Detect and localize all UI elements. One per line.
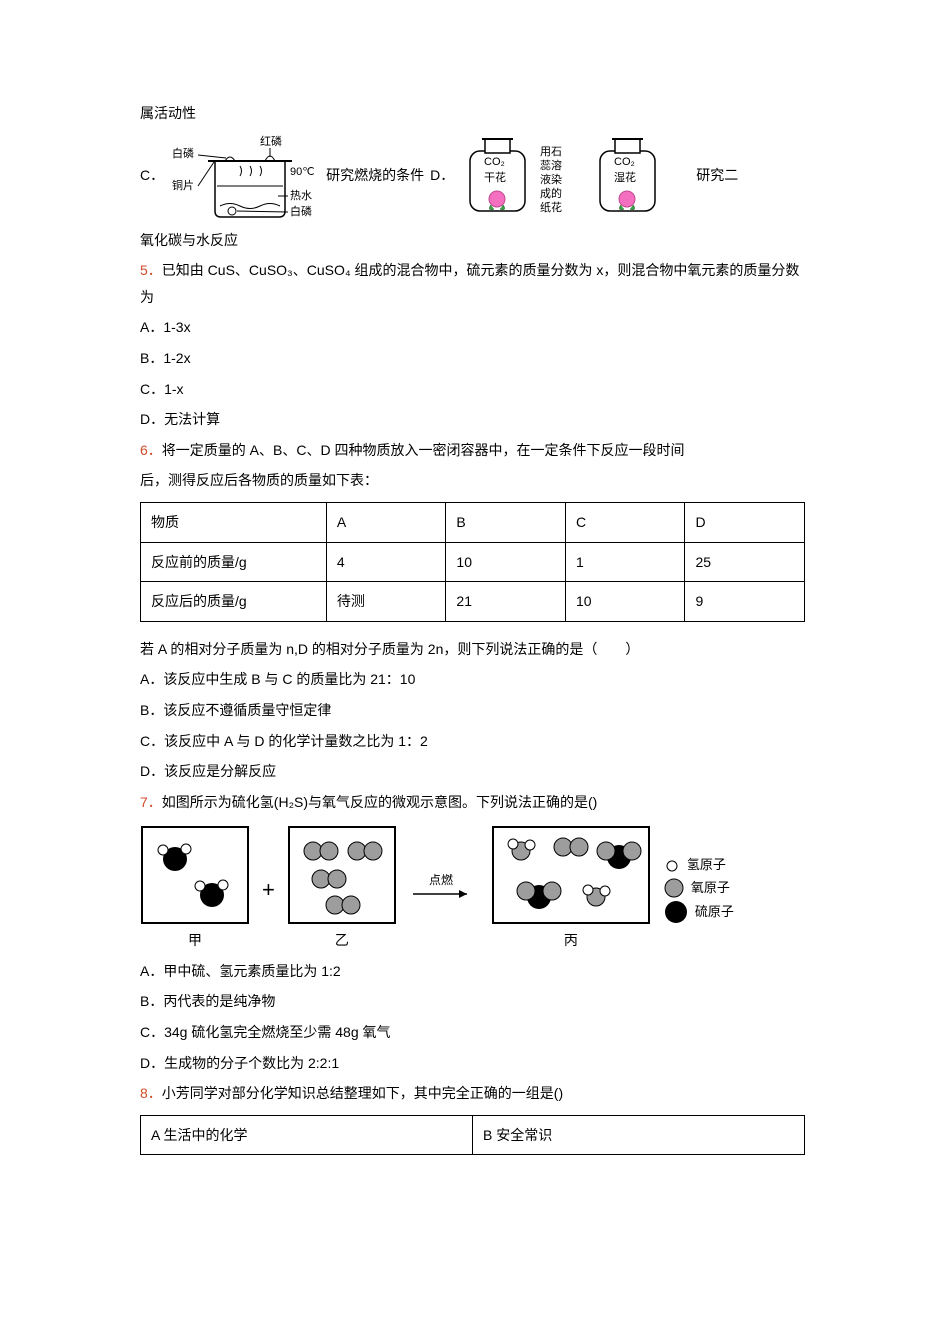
q6-h2: B — [446, 502, 566, 542]
cap-jia: 甲 — [140, 927, 250, 954]
table-row: A 生活中的化学 B 安全常识 — [141, 1115, 805, 1155]
q6-C: C．该反应中 A 与 D 的化学计量数之比为 1：2 — [140, 728, 805, 755]
q5-num: 5． — [140, 262, 162, 278]
q8-num: 8． — [140, 1085, 162, 1101]
table-row: 物质 A B C D — [141, 502, 805, 542]
q6-table: 物质 A B C D 反应前的质量/g 4 10 1 25 反应后的质量/g 待… — [140, 502, 805, 622]
svg-text:蕊溶: 蕊溶 — [540, 158, 562, 172]
q7-yi: 乙 — [287, 825, 397, 954]
q8-cell-B: B 安全常识 — [473, 1115, 805, 1155]
q5-stem: 5．已知由 CuS、CuSO₃、CuSO₄ 组成的混合物中，硫元素的质量分数为 … — [140, 257, 805, 310]
arrow: 点燃 — [409, 870, 479, 910]
q5-text: 已知由 CuS、CuSO₃、CuSO₄ 组成的混合物中，硫元素的质量分数为 x，… — [140, 262, 799, 305]
q6-r1c2: 21 — [446, 582, 566, 622]
q8-table: A 生活中的化学 B 安全常识 — [140, 1115, 805, 1156]
q8-text: 小芳同学对部分化学知识总结整理如下，其中完全正确的一组是() — [162, 1085, 563, 1101]
q5-D: D．无法计算 — [140, 406, 805, 433]
legend-S: 硫原子 — [663, 899, 734, 925]
svg-text:白磷: 白磷 — [290, 204, 312, 218]
q7-A: A．甲中硫、氢元素质量比为 1:2 — [140, 958, 805, 985]
q6-B: B．该反应不遵循质量守恒定律 — [140, 697, 805, 724]
q5-A: A．1-3x — [140, 314, 805, 341]
legend-O-label: 氧原子 — [691, 877, 730, 899]
plus-sign: + — [262, 869, 275, 911]
q5-B: B．1-2x — [140, 345, 805, 372]
q8-stem: 8．小芳同学对部分化学知识总结整理如下，其中完全正确的一组是() — [140, 1080, 805, 1107]
fig-d: CO₂ 干花 用石 蕊溶 液染 成的 纸花 — [460, 131, 690, 221]
optD-caption-b: 氧化碳与水反应 — [140, 227, 805, 254]
q6-h1: A — [326, 502, 446, 542]
q6-intro1: 将一定质量的 A、B、C、D 四种物质放入一密闭容器中，在一定条件下反应一段时间 — [162, 442, 685, 458]
q7-num: 7． — [140, 794, 162, 810]
q6-r0c0: 反应前的质量/g — [141, 542, 327, 582]
svg-text:纸花: 纸花 — [540, 201, 562, 214]
frag-top: 属活动性 — [140, 100, 805, 127]
optD-label: D． — [430, 162, 454, 189]
q6-r0c2: 10 — [446, 542, 566, 582]
q6-r1c0: 反应后的质量/g — [141, 582, 327, 622]
q7-D: D．生成物的分子个数比为 2:2:1 — [140, 1050, 805, 1077]
q6-h0: 物质 — [141, 502, 327, 542]
svg-text:90℃: 90℃ — [290, 166, 315, 178]
svg-text:用石: 用石 — [540, 146, 562, 158]
q6-stem1: 6．将一定质量的 A、B、C、D 四种物质放入一密闭容器中，在一定条件下反应一段… — [140, 437, 805, 464]
legend-S-label: 硫原子 — [695, 901, 734, 923]
arrow-label: 点燃 — [429, 872, 453, 887]
q8-cell-A: A 生活中的化学 — [141, 1115, 473, 1155]
q6-r0c3: 1 — [565, 542, 685, 582]
legend-O: 氧原子 — [663, 877, 734, 899]
q6-r1c1: 待测 — [326, 582, 446, 622]
q6-after: 若 A 的相对分子质量为 n,D 的相对分子质量为 2n，则下列说法正确的是（ … — [140, 636, 805, 663]
q6-h3: C — [565, 502, 685, 542]
q6-r0c1: 4 — [326, 542, 446, 582]
q6-A: A．该反应中生成 B 与 C 的质量比为 21：10 — [140, 666, 805, 693]
svg-text:干花: 干花 — [484, 171, 506, 184]
svg-text:热水: 热水 — [290, 189, 312, 202]
optC-caption: 研究燃烧的条件 — [326, 162, 424, 189]
cap-yi: 乙 — [287, 927, 397, 954]
q7-C: C．34g 硫化氢完全燃烧至少需 48g 氧气 — [140, 1019, 805, 1046]
q7-text: 如图所示为硫化氢(H₂S)与氧气反应的微观示意图。下列说法正确的是() — [162, 794, 598, 810]
legend-H: 氢原子 — [663, 854, 734, 876]
q6-r1c3: 10 — [565, 582, 685, 622]
optD-caption-a: 研究二 — [696, 162, 738, 189]
svg-text:红磷: 红磷 — [260, 135, 282, 148]
q7-bing: 丙 — [491, 825, 651, 954]
q7-B: B．丙代表的是纯净物 — [140, 988, 805, 1015]
svg-text:液染: 液染 — [540, 172, 562, 186]
q6-num: 6． — [140, 442, 162, 458]
q6-r1c4: 9 — [685, 582, 805, 622]
cap-bing: 丙 — [491, 927, 651, 954]
q7-stem: 7．如图所示为硫化氢(H₂S)与氧气反应的微观示意图。下列说法正确的是() — [140, 789, 805, 816]
svg-text:CO₂: CO₂ — [484, 156, 505, 168]
q7-diagram: 甲 + 乙 点燃 — [140, 825, 805, 954]
q5-C: C．1-x — [140, 376, 805, 403]
table-row: 反应后的质量/g 待测 21 10 9 — [141, 582, 805, 622]
svg-text:CO₂: CO₂ — [614, 156, 635, 168]
fig-row-cd: C． 红磷 — [140, 131, 805, 221]
optC-label: C． — [140, 162, 164, 189]
q6-stem2: 后，测得反应后各物质的质量如下表： — [140, 467, 805, 494]
svg-text:成的: 成的 — [540, 186, 562, 200]
q6-r0c4: 25 — [685, 542, 805, 582]
table-row: 反应前的质量/g 4 10 1 25 — [141, 542, 805, 582]
svg-text:铜片: 铜片 — [172, 178, 194, 192]
fig-c: 红磷 白磷 铜片 90℃ 热水 白磷 — [170, 131, 320, 221]
svg-text:湿花: 湿花 — [614, 171, 636, 184]
q7-legend: 氢原子 氧原子 硫原子 — [663, 854, 734, 924]
q7-jia: 甲 — [140, 825, 250, 954]
q6-D: D．该反应是分解反应 — [140, 758, 805, 785]
page: 属活动性 C． — [0, 0, 945, 1337]
legend-H-label: 氢原子 — [687, 854, 726, 876]
svg-text:白磷: 白磷 — [172, 146, 194, 160]
q6-h4: D — [685, 502, 805, 542]
